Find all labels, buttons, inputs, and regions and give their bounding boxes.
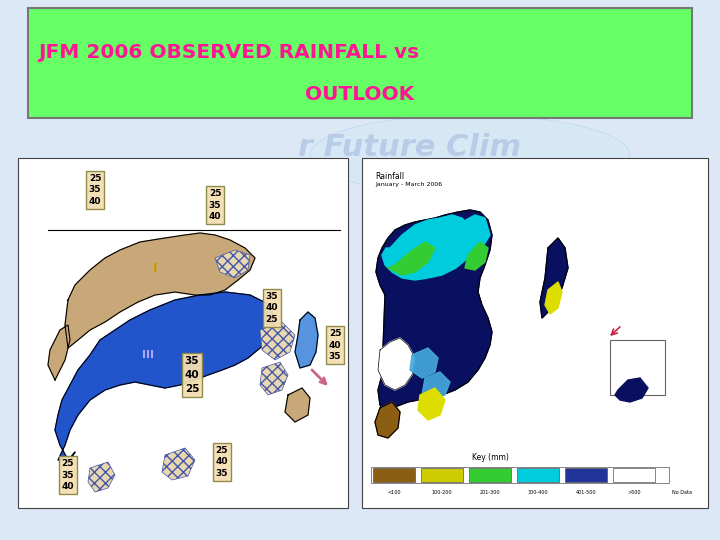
Polygon shape [88, 462, 115, 492]
Polygon shape [540, 238, 568, 318]
Polygon shape [376, 210, 492, 412]
Text: 25
40
35: 25 40 35 [329, 329, 341, 361]
Text: 25
35
40: 25 35 40 [62, 458, 74, 491]
Text: JFM 2006 OBSERVED RAINFALL vs: JFM 2006 OBSERVED RAINFALL vs [38, 43, 419, 62]
Ellipse shape [310, 115, 630, 195]
Polygon shape [410, 348, 438, 378]
Polygon shape [65, 233, 255, 348]
Bar [613, 468, 655, 482]
Text: 35
40
25: 35 40 25 [266, 292, 278, 325]
Text: 100-200: 100-200 [432, 490, 452, 495]
Polygon shape [388, 242, 435, 275]
Bar [517, 468, 559, 482]
Text: January - March 2006: January - March 2006 [375, 182, 442, 187]
Bar [469, 468, 511, 482]
Polygon shape [260, 322, 295, 360]
Polygon shape [462, 215, 490, 255]
Text: 35
40
25: 35 40 25 [185, 356, 199, 394]
Text: I: I [153, 261, 157, 274]
Polygon shape [615, 378, 648, 402]
Text: Key (mm): Key (mm) [472, 453, 508, 462]
Polygon shape [378, 338, 415, 390]
Polygon shape [382, 215, 475, 280]
Text: 25
40
35: 25 40 35 [216, 446, 228, 478]
Text: III: III [142, 350, 154, 360]
Text: 25
35
40: 25 35 40 [89, 174, 102, 206]
Polygon shape [418, 388, 445, 420]
Bar [565, 468, 607, 482]
Text: 201-300: 201-300 [480, 490, 500, 495]
Text: 401-500: 401-500 [576, 490, 596, 495]
Bar [373, 468, 415, 482]
Polygon shape [48, 325, 70, 380]
Text: 25
35
40: 25 35 40 [209, 188, 221, 221]
Polygon shape [295, 312, 318, 368]
Bar [371, 467, 669, 483]
Polygon shape [285, 388, 310, 422]
Text: No Data: No Data [672, 490, 692, 495]
Bar [610, 340, 665, 395]
Bar [362, 158, 708, 508]
Bar [421, 468, 463, 482]
Text: 300-400: 300-400 [528, 490, 548, 495]
Polygon shape [162, 448, 195, 480]
Polygon shape [375, 402, 400, 438]
Polygon shape [260, 362, 288, 395]
Text: Rainfall: Rainfall [375, 172, 404, 181]
Bar [18, 158, 348, 508]
Polygon shape [465, 242, 488, 270]
Polygon shape [422, 372, 450, 400]
Polygon shape [545, 282, 562, 314]
Bar [28, 8, 692, 118]
Text: >500: >500 [627, 490, 641, 495]
Text: <100: <100 [387, 490, 401, 495]
Text: OUTLOOK: OUTLOOK [305, 85, 415, 105]
Text: r Future Clim: r Future Clim [298, 133, 521, 163]
Polygon shape [215, 250, 250, 278]
Polygon shape [55, 292, 275, 460]
